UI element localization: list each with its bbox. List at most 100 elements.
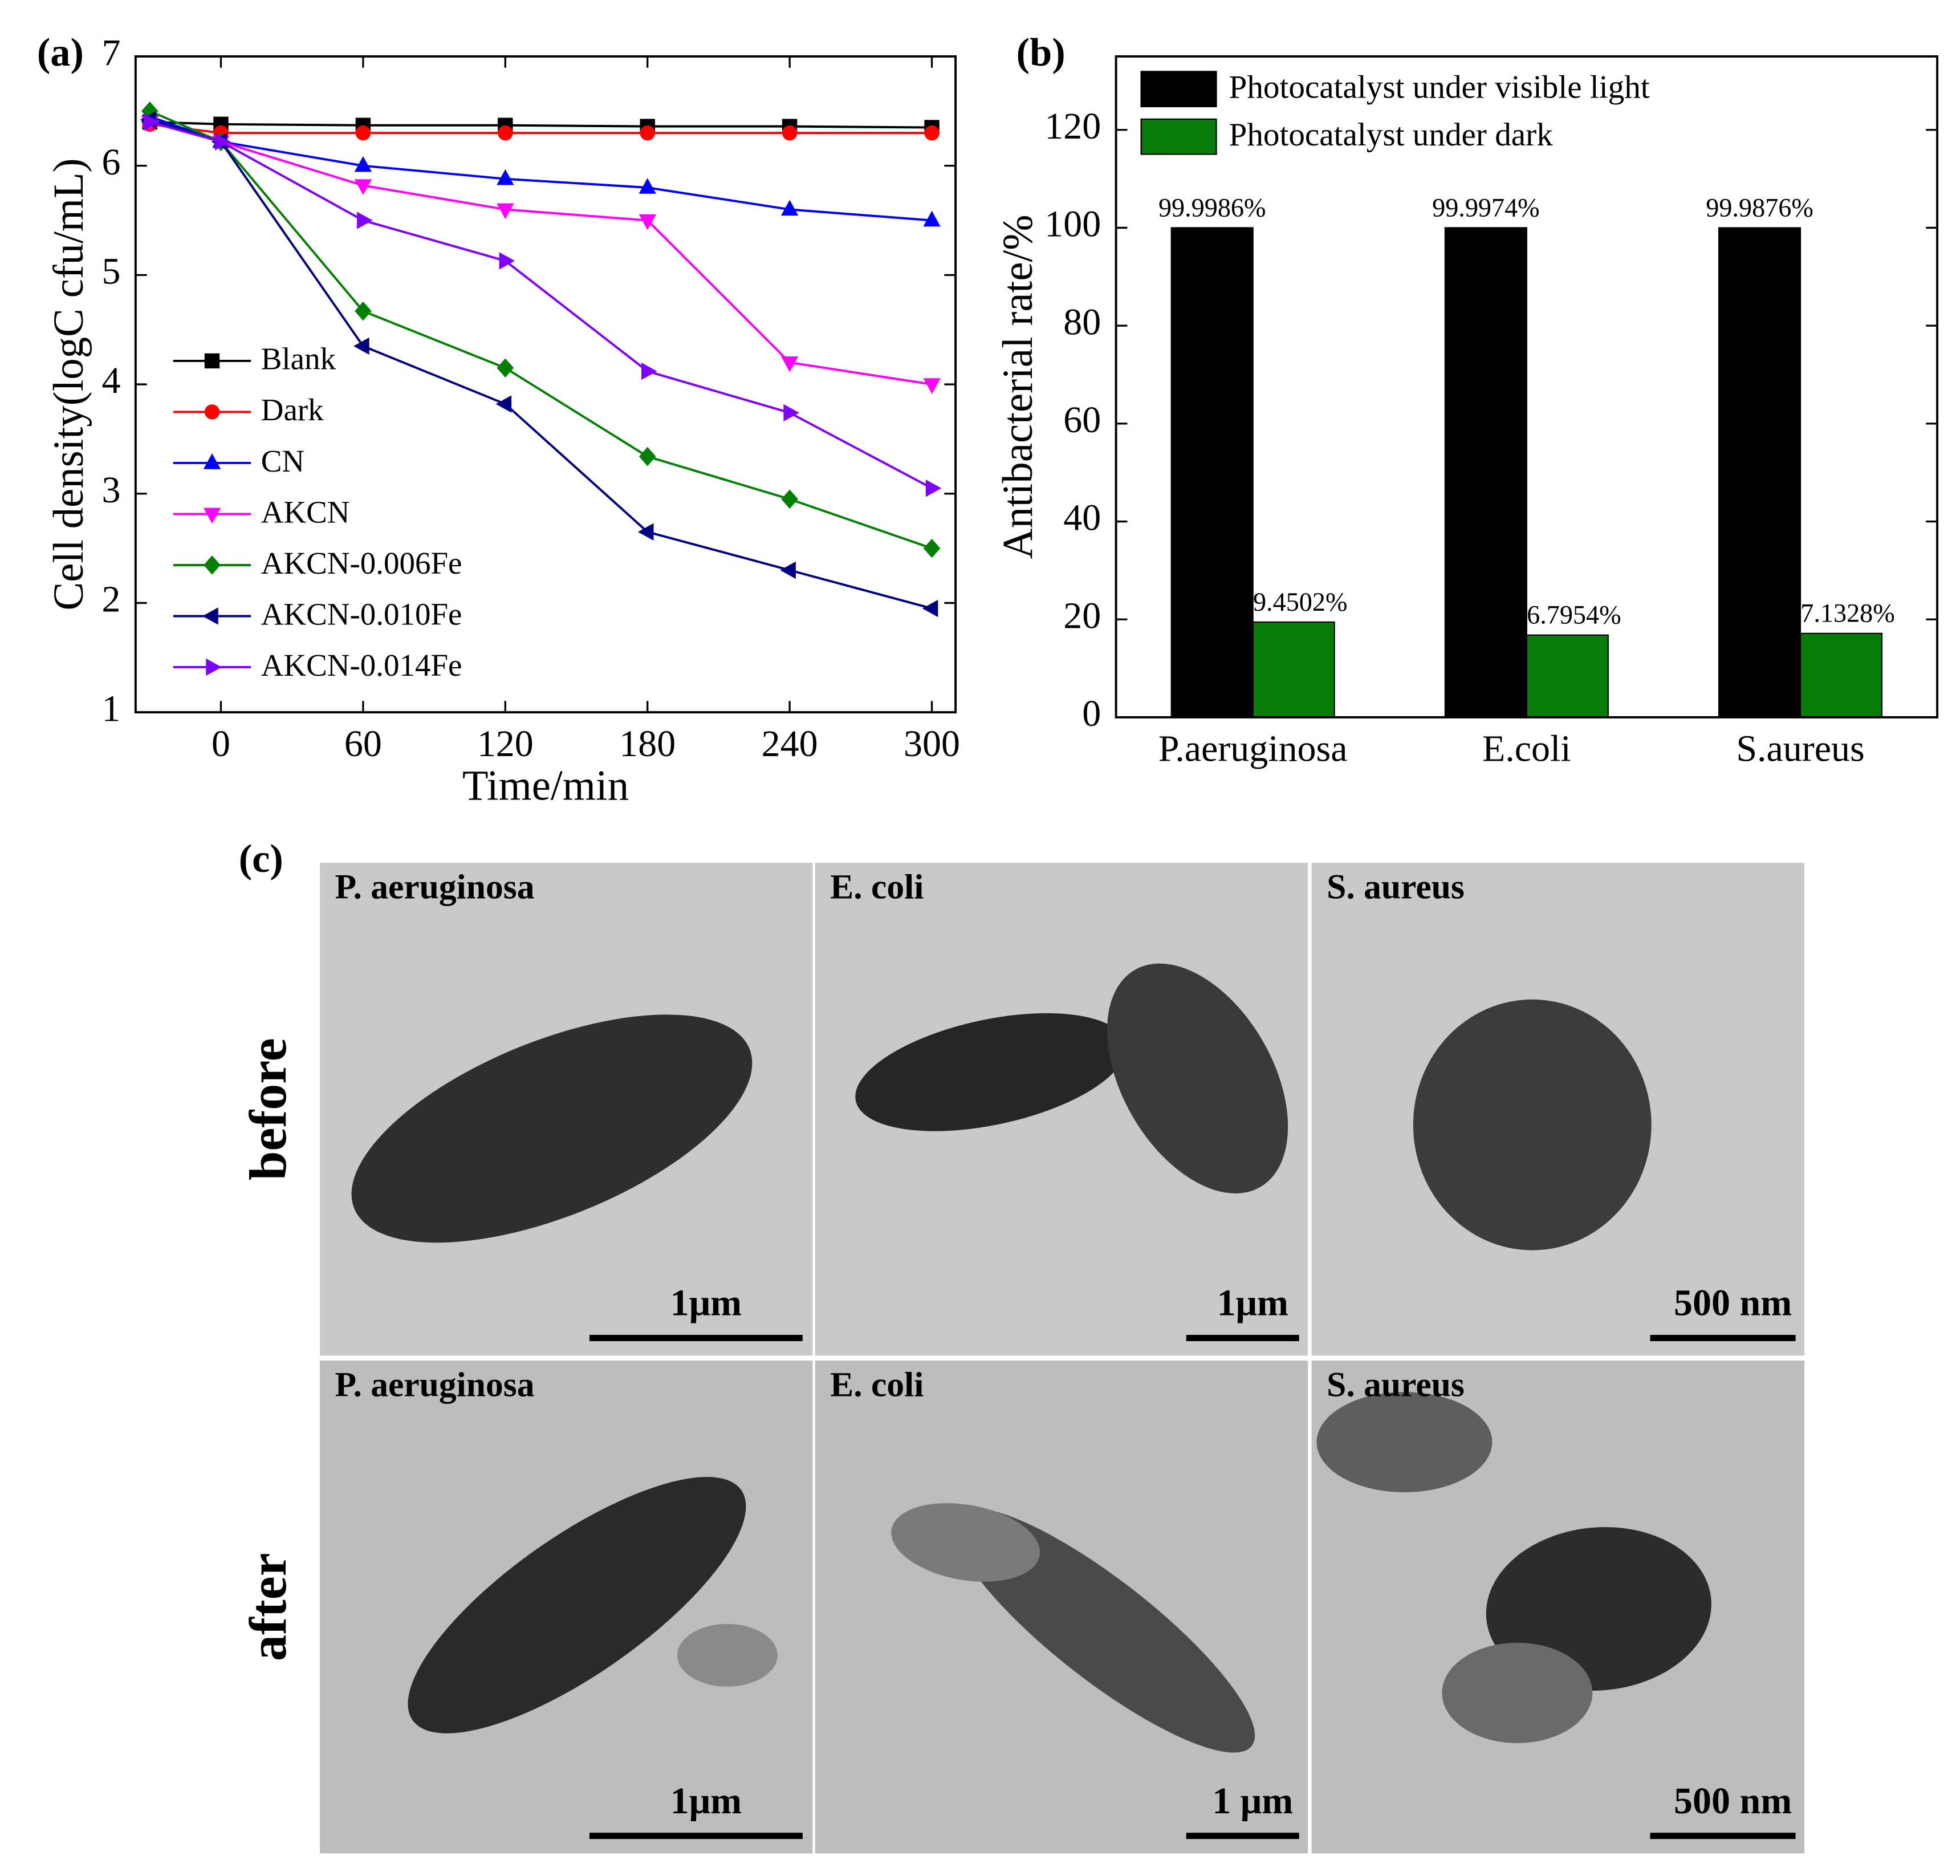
y-tick-label: 0	[1082, 693, 1101, 734]
legend-swatch	[1140, 71, 1217, 108]
scale-label: 1μm	[670, 1282, 742, 1324]
marker	[922, 599, 938, 618]
marker	[780, 561, 796, 579]
marker	[641, 362, 657, 380]
x-axis-title: Time/min	[462, 762, 629, 810]
plot-frame	[134, 55, 957, 714]
scale-label: 1μm	[1217, 1282, 1288, 1324]
bar	[1799, 632, 1883, 718]
marker	[923, 538, 941, 558]
cell	[1107, 963, 1288, 1193]
bar	[1718, 227, 1802, 718]
legend-marker	[202, 607, 218, 625]
cell	[1413, 999, 1652, 1250]
y-tick-label: 1	[101, 688, 120, 729]
x-tick-label: E.coli	[1482, 728, 1571, 770]
y-tick-label: 2	[101, 579, 120, 620]
marker	[354, 179, 372, 195]
scale-label: 1 μm	[1212, 1780, 1293, 1822]
cell	[1316, 1392, 1493, 1493]
bar	[1170, 227, 1254, 718]
cell	[408, 1477, 746, 1733]
marker	[357, 212, 373, 229]
legend-label: AKCN-0.006Fe	[261, 546, 462, 580]
x-tick-label: 0	[212, 723, 230, 765]
value-label: 99.9876%	[1706, 193, 1813, 222]
marker	[637, 523, 654, 541]
micrograph-title: E. coli	[830, 868, 924, 907]
legend-marker	[204, 353, 220, 369]
y-tick-label: 60	[1063, 399, 1101, 441]
cell	[855, 1013, 1127, 1131]
marker	[781, 489, 798, 509]
y-tick-label: 20	[1063, 595, 1101, 636]
y-tick-label: 5	[101, 250, 120, 292]
legend-marker	[203, 453, 221, 469]
legend-label: AKCN	[261, 494, 350, 529]
legend-swatch	[1140, 118, 1217, 155]
x-tick-label: 60	[344, 723, 382, 765]
marker	[355, 301, 372, 321]
y-tick-label: 120	[1044, 105, 1101, 147]
micrograph-title: P. aeruginosa	[335, 868, 535, 907]
legend-label: AKCN-0.014Fe	[261, 648, 462, 683]
marker	[783, 404, 799, 422]
legend-label: Dark	[261, 392, 324, 427]
marker	[497, 169, 514, 185]
bar	[1526, 634, 1609, 718]
x-tick-label: P.aeruginosa	[1158, 728, 1348, 770]
plot-frame	[1115, 55, 1939, 718]
marker	[925, 480, 942, 497]
legend-label: Blank	[261, 342, 336, 376]
marker	[499, 252, 515, 270]
micrograph-title: S. aureus	[1327, 1366, 1465, 1404]
x-tick-label: 300	[904, 723, 960, 765]
marker	[640, 125, 655, 141]
panel-label: (a)	[37, 30, 84, 75]
marker	[497, 203, 514, 220]
marker	[214, 133, 231, 151]
legend-label: AKCN-0.010Fe	[261, 596, 462, 631]
marker	[497, 358, 514, 378]
marker	[355, 125, 371, 141]
value-label: 16.7954%	[1514, 600, 1621, 630]
x-tick-label: 120	[477, 723, 534, 765]
panel-label: (c)	[239, 837, 283, 881]
marker	[923, 378, 941, 394]
micrograph-title: S. aureus	[1327, 868, 1465, 907]
y-tick-label: 3	[101, 469, 120, 511]
marker	[144, 113, 160, 131]
y-axis-title: Cell density(logC cfu/mL)	[45, 158, 92, 610]
y-tick-label: 7	[101, 32, 120, 74]
legend-marker	[204, 555, 221, 575]
value-label: 99.9986%	[1158, 193, 1266, 222]
cell	[891, 1503, 1040, 1582]
legend-label: CN	[261, 444, 304, 478]
marker	[354, 156, 372, 172]
scale-label: 1μm	[670, 1780, 742, 1822]
marker	[353, 337, 369, 355]
y-axis-title: Antibacterial rate/%	[994, 214, 1042, 559]
legend-label: Photocatalyst under dark	[1229, 117, 1554, 153]
value-label: 17.1328%	[1787, 599, 1895, 628]
legend-label: Photocatalyst under visible light	[1229, 69, 1650, 105]
y-tick-label: 40	[1063, 497, 1101, 539]
legend-marker	[204, 404, 220, 420]
marker	[495, 395, 512, 413]
cell	[351, 1014, 753, 1243]
cell	[677, 1623, 778, 1687]
marker	[780, 356, 799, 372]
bar	[1444, 227, 1527, 718]
legend-marker	[203, 507, 221, 524]
marker	[498, 125, 513, 141]
x-tick-label: 240	[762, 723, 818, 765]
x-tick-label: S.aureus	[1736, 728, 1864, 770]
marker	[639, 178, 656, 194]
marker	[639, 446, 656, 466]
scale-label: 500 nm	[1674, 1282, 1792, 1324]
marker	[782, 125, 798, 141]
marker	[780, 200, 799, 216]
row-label: after	[239, 1553, 297, 1661]
